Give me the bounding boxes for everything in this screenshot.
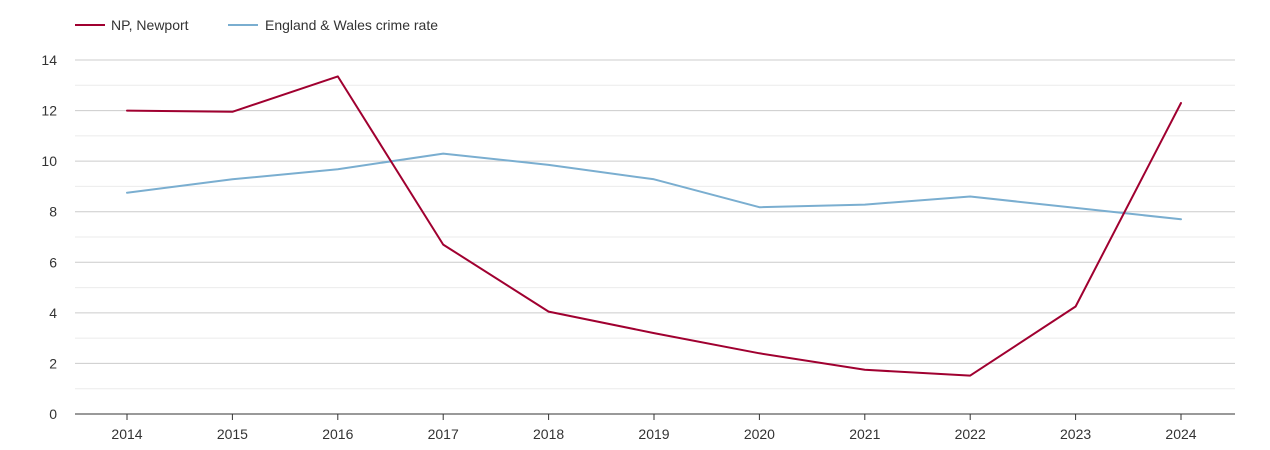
legend-label-0: NP, Newport [111,17,189,33]
y-tick-label: 10 [41,153,57,169]
x-tick-label: 2018 [533,426,564,442]
legend-label-1: England & Wales crime rate [265,17,438,33]
y-tick-label: 4 [49,305,57,321]
x-tick-label: 2015 [217,426,248,442]
y-tick-label: 14 [41,52,57,68]
x-tick-label: 2014 [111,426,142,442]
x-tick-label: 2019 [638,426,669,442]
x-tick-label: 2021 [849,426,880,442]
y-tick-label: 0 [49,406,57,422]
x-tick-label: 2023 [1060,426,1091,442]
x-tick-label: 2022 [955,426,986,442]
x-tick-label: 2024 [1165,426,1196,442]
x-tick-label: 2020 [744,426,775,442]
series-line-1 [126,152,1182,221]
y-tick-label: 2 [49,355,57,371]
series-layer [126,75,1182,377]
grid-layer [75,59,1235,390]
x-tick-label: 2017 [428,426,459,442]
legend: NP, Newport England & Wales crime rate [75,17,438,33]
x-tick-label: 2016 [322,426,353,442]
y-tick-label: 12 [41,103,57,119]
y-tick-label: 6 [49,254,57,270]
y-tick-label: 8 [49,204,57,220]
axis-layer: 0 2 4 6 8 10 12 14 2014 2015 2016 2017 2018 2019 2020 2… [41,52,1235,442]
series-line-0 [126,75,1182,377]
